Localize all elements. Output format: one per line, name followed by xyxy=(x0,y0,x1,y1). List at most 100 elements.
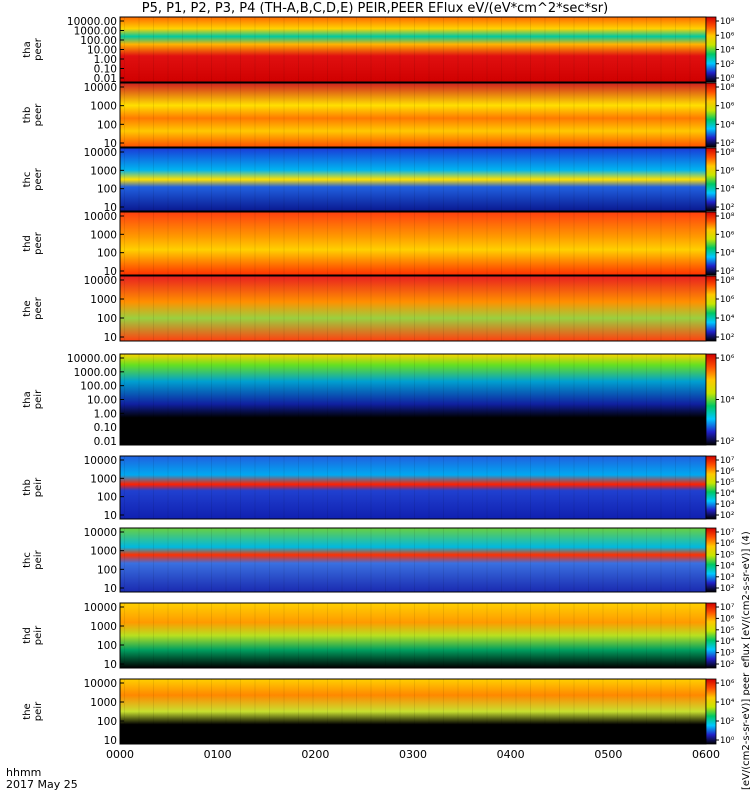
heatmap-streak xyxy=(312,528,314,592)
heatmap-streak xyxy=(211,148,212,211)
colorbar-tick-label: 10⁶ xyxy=(720,31,735,41)
heatmap-streak xyxy=(515,679,517,744)
heatmap-streak xyxy=(501,679,502,744)
heatmap-streak xyxy=(501,83,502,147)
heatmap-streak xyxy=(341,83,343,147)
colorbar-tick-label: 10⁵ xyxy=(720,550,734,560)
colorbar-tick-label: 10⁶ xyxy=(720,539,735,549)
y-tick-label: 10 xyxy=(104,659,117,671)
heatmap-streak xyxy=(298,17,299,82)
heatmap-streak xyxy=(385,603,386,668)
heatmap-streak xyxy=(689,17,691,82)
heatmap-streak xyxy=(399,679,401,744)
heatmap-streak xyxy=(675,603,676,668)
heatmap-streak xyxy=(414,148,415,211)
heatmap-streak xyxy=(138,603,140,668)
panel-ylabel-product: peir xyxy=(33,701,44,721)
heatmap-streak xyxy=(341,456,343,519)
heatmap-streak xyxy=(356,83,357,147)
heatmap-streak xyxy=(182,83,183,147)
panel-2: 10000 1000 100 10 thc peer 10⁸ 10⁶ 10⁴ 10² xyxy=(22,147,735,214)
heatmap-streak xyxy=(646,528,647,592)
heatmap-streak xyxy=(225,212,227,275)
heatmap-3 xyxy=(120,212,706,275)
heatmap-streak xyxy=(428,212,430,275)
heatmap-streak xyxy=(385,354,386,445)
heatmap-streak xyxy=(689,354,691,445)
y-tick-label: 0.10 xyxy=(94,422,117,434)
heatmap-streak xyxy=(646,17,647,82)
heatmap-streak xyxy=(153,83,154,147)
heatmap-streak xyxy=(689,679,691,744)
heatmap-streak xyxy=(399,276,401,341)
heatmap-8 xyxy=(120,603,706,668)
heatmap-streak xyxy=(269,603,270,668)
panel-ylabel-product: peer xyxy=(33,103,44,127)
heatmap-streak xyxy=(211,528,212,592)
colorbar-tick-label: 10⁴ xyxy=(720,637,735,647)
heatmap-6 xyxy=(120,456,706,519)
x-tick-label: 0000 xyxy=(106,748,134,761)
heatmap-streak xyxy=(167,276,169,341)
heatmap-streak xyxy=(153,456,154,519)
heatmap-streak xyxy=(457,17,459,82)
panel-ylabel-product: peer xyxy=(33,296,44,320)
heatmap-streak xyxy=(182,17,183,82)
heatmap-streak xyxy=(530,456,531,519)
heatmap-streak xyxy=(544,17,546,82)
colorbar-tick-label: 10⁴ xyxy=(720,396,735,406)
heatmap-streak xyxy=(385,528,386,592)
heatmap-streak xyxy=(254,528,256,592)
heatmap-streak xyxy=(501,528,502,592)
heatmap-streak xyxy=(602,456,604,519)
heatmap-streak xyxy=(414,212,415,275)
heatmap-streak xyxy=(182,679,183,744)
heatmap-streak xyxy=(544,528,546,592)
heatmap-streak xyxy=(341,148,343,211)
panel-ylabel-product: peir xyxy=(33,549,44,569)
y-tick-label: 100 xyxy=(97,640,117,652)
y-tick-label: 10 xyxy=(104,735,117,747)
y-tick-label: 100 xyxy=(97,119,117,131)
heatmap-streak xyxy=(414,679,415,744)
colorbar-tick-label: 10² xyxy=(720,139,734,149)
heatmap-streak xyxy=(370,679,372,744)
heatmap-streak xyxy=(327,528,328,592)
heatmap-streak xyxy=(530,603,531,668)
heatmap-streak xyxy=(240,456,241,519)
heatmap-streak xyxy=(617,212,618,275)
heatmap-streak xyxy=(530,276,531,341)
heatmap-streak xyxy=(283,276,285,341)
heatmap-streak xyxy=(240,528,241,592)
y-tick-label: 1000 xyxy=(90,697,117,709)
heatmap-streak xyxy=(327,17,328,82)
x-tick-label: 0500 xyxy=(594,748,622,761)
heatmap-streak xyxy=(240,603,241,668)
heatmap-streak xyxy=(544,83,546,147)
heatmap-streak xyxy=(399,148,401,211)
panel-ylabel-probe: the xyxy=(22,300,33,316)
heatmap-streak xyxy=(327,354,328,445)
heatmap-streak xyxy=(660,148,662,211)
panel-1: 10000 1000 100 10 thb peer 10⁸ 10⁶ 10⁴ 10² xyxy=(22,82,735,150)
colorbar-tick-label: 10⁶ xyxy=(720,230,735,240)
heatmap-streak xyxy=(689,528,691,592)
heatmap-streak xyxy=(138,212,140,275)
heatmap-streak xyxy=(675,528,676,592)
colorbar-tick-label: 10⁸ xyxy=(720,83,735,93)
heatmap-streak xyxy=(327,679,328,744)
heatmap-streak xyxy=(254,679,256,744)
heatmap-streak xyxy=(588,354,589,445)
heatmap-streak xyxy=(530,17,531,82)
heatmap-streak xyxy=(414,528,415,592)
heatmap-streak xyxy=(124,276,125,341)
colorbar-tick-label: 10³ xyxy=(720,573,734,583)
heatmap-streak xyxy=(515,148,517,211)
heatmap-streak xyxy=(646,456,647,519)
heatmap-streak xyxy=(283,83,285,147)
heatmap-streak xyxy=(124,679,125,744)
colorbar-tick-label: 10⁸ xyxy=(720,212,735,222)
heatmap-streak xyxy=(138,276,140,341)
heatmap-streak xyxy=(573,83,575,147)
heatmap-streak xyxy=(283,354,285,445)
